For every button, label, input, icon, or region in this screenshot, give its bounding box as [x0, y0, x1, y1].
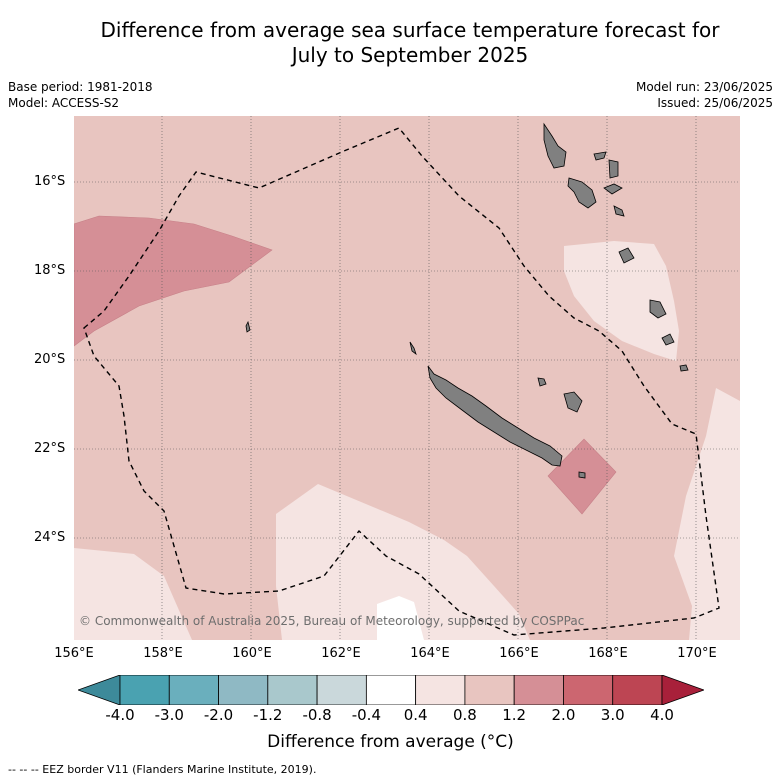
eez-border: [83, 127, 720, 636]
y-tick-24s: 24°S: [34, 530, 66, 545]
colorbar-tick: -0.8: [302, 706, 332, 724]
graticule: [74, 116, 740, 640]
colorbar-segment: [267, 675, 318, 705]
y-tick-18s: 18°S: [34, 263, 66, 278]
base-period: Base period: 1981-2018: [8, 80, 153, 94]
colorbar-segment: [316, 675, 367, 705]
island-efate: [618, 247, 635, 264]
colorbar-tick: -1.2: [253, 706, 283, 724]
x-tick-160e: 160°E: [232, 646, 272, 661]
title-line-2: July to September 2025: [291, 43, 529, 67]
band-low-bottom-middle: [276, 484, 530, 640]
island-epi: [613, 205, 625, 217]
x-tick-164e: 164°E: [410, 646, 450, 661]
colorbar-tick: -3.0: [154, 706, 184, 724]
colorbar-tick: 4.0: [650, 706, 674, 724]
land: [245, 122, 689, 479]
copyright: © Commonwealth of Australia 2025, Bureau…: [79, 614, 585, 628]
colorbar-tick: -2.0: [203, 706, 234, 724]
y-tick-20s: 20°S: [34, 352, 66, 367]
x-tick-170e: 170°E: [677, 646, 717, 661]
colorbar-label: Difference from average (°C): [0, 732, 781, 752]
chart-title: Difference from average sea surface temp…: [40, 18, 780, 68]
colorbar-tick: -4.0: [105, 706, 135, 724]
island-erromango: [649, 299, 667, 319]
colorbar-tick: 3.0: [600, 706, 625, 724]
x-tick-168e: 168°E: [588, 646, 628, 661]
colorbar-tick: 2.0: [551, 706, 576, 724]
island-belep: [409, 341, 417, 356]
x-tick-162e: 162°E: [321, 646, 361, 661]
band-low-right-lower: [674, 388, 740, 640]
island-mare: [578, 471, 586, 479]
island-ambrym: [603, 183, 623, 195]
colorbar-segment: [464, 675, 515, 705]
meta-right: Model run: 23/06/2025 Issued: 25/06/2025: [636, 79, 773, 111]
colorbar-label-text: Difference from average (°C): [267, 732, 514, 752]
colorbar-segment: [612, 675, 663, 705]
colorbar: [78, 675, 704, 705]
colorbar-tick: 0.4: [403, 706, 428, 724]
island-ouvea: [537, 377, 547, 387]
island-lifou: [563, 391, 583, 413]
meta-left: Base period: 1981-2018 Model: ACCESS-S2: [8, 79, 153, 111]
x-tick-158e: 158°E: [143, 646, 183, 661]
colorbar-segments: [78, 675, 704, 705]
colorbar-segment: [365, 675, 417, 705]
colorbar-segment: [168, 675, 219, 705]
x-tick-156e: 156°E: [54, 646, 94, 661]
sst-map: [74, 116, 740, 640]
band-warm-left: [74, 215, 273, 347]
colorbar-segment: [563, 675, 614, 705]
colorbar-tick: 1.2: [502, 706, 527, 724]
model-run: Model run: 23/06/2025: [635, 80, 773, 94]
band-white-patch: [377, 596, 424, 640]
colorbar-segment: [218, 675, 269, 705]
eez-footnote: -- -- -- EEZ border V11 (Flanders Marine…: [8, 763, 317, 776]
island-tanna: [661, 333, 675, 346]
island-pentecost: [608, 159, 619, 179]
model-name: Model: ACCESS-S2: [8, 96, 120, 110]
colorbar-segment: [119, 675, 170, 705]
colorbar-segment: [513, 675, 564, 705]
island-malakula: [567, 177, 597, 209]
colorbar-tick: 0.8: [452, 706, 477, 724]
colorbar-extension-low: [78, 675, 121, 705]
colorbar-tick: -0.4: [351, 706, 381, 724]
x-tick-166e: 166°E: [499, 646, 539, 661]
issued-date: Issued: 25/06/2025: [657, 96, 773, 110]
island-chesterfield: [245, 320, 251, 333]
island-espiritu-santo: [543, 122, 567, 169]
new-caledonia: [427, 365, 563, 467]
colorbar-extension-high: [661, 675, 704, 705]
colorbar-segment: [415, 675, 466, 705]
title-line-1: Difference from average sea surface temp…: [100, 18, 720, 42]
island-aneityum: [679, 364, 689, 372]
band-low-bottom-left: [74, 548, 192, 640]
island-maewo: [593, 151, 607, 161]
y-tick-22s: 22°S: [34, 441, 66, 456]
y-tick-16s: 16°S: [34, 174, 66, 189]
